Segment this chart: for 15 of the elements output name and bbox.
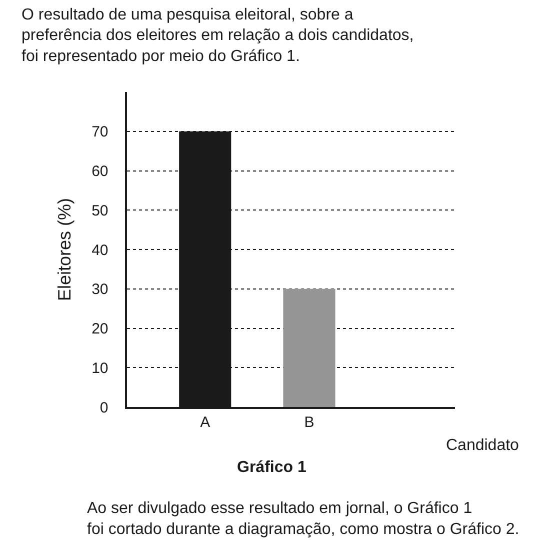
x-axis-title: Candidato — [446, 437, 520, 454]
y-tick-label: 30 — [92, 281, 108, 298]
y-axis-title: Eleitores (%) — [54, 198, 74, 302]
y-tick-label: 10 — [92, 360, 108, 377]
y-tick-label: 60 — [92, 163, 108, 180]
y-tick-label: 20 — [92, 320, 108, 338]
chart-title: O resultado de uma pesquisa eleitoral, sobre a preferência dos eleitores em relação a dois candidatos, foi representado por meio do Gráfico 1. — [22, 6, 414, 65]
y-tick-label: 70 — [92, 124, 108, 141]
text: Gráfico 1 — [237, 459, 306, 476]
y-tick-label: 0 — [100, 399, 108, 416]
x-tick-label: B — [304, 414, 314, 431]
x-tick-label: A — [200, 414, 210, 431]
y-tick-label: 40 — [92, 242, 108, 259]
y-tick-label: 50 — [92, 202, 108, 220]
text: Ao ser divulgado esse resultado em jornal, o Gráfico 1 foi cortado durante a diagramação, como mostra o Gráfico 2. — [87, 500, 520, 538]
